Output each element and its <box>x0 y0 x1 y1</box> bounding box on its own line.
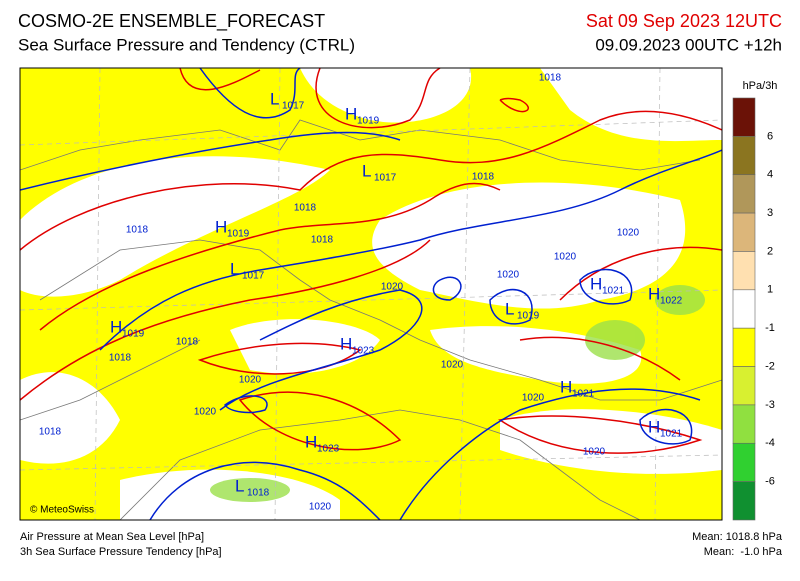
center-value: 1019 <box>517 311 540 322</box>
legend-label: 6 <box>767 130 773 142</box>
center-symbol: H <box>648 417 660 436</box>
center-value: 1023 <box>352 346 375 357</box>
legend-swatch <box>732 251 756 291</box>
subtitle: Sea Surface Pressure and Tendency (CTRL) <box>18 35 355 54</box>
legend-swatch <box>732 174 756 214</box>
map: © MeteoSwiss <box>20 68 722 520</box>
center-value: 1021 <box>660 429 683 440</box>
legend-swatch <box>732 481 756 521</box>
center-symbol: H <box>340 334 352 353</box>
footer-right: Mean: -1.0 hPa <box>704 546 783 558</box>
isobar-label: 1018 <box>294 203 317 214</box>
center-symbol: H <box>215 217 227 236</box>
isobar-label: 1020 <box>617 228 640 239</box>
map-frame <box>19 67 723 521</box>
center-symbol: H <box>110 317 122 336</box>
isobar-label: 1020 <box>441 360 464 371</box>
isobar-label: 1020 <box>497 270 520 281</box>
center-symbol: L <box>362 161 371 180</box>
center-value: 1022 <box>660 296 683 307</box>
legend-swatch <box>732 404 756 444</box>
legend-swatch <box>732 212 756 252</box>
center-value: 1021 <box>602 286 625 297</box>
isobar-label: 1018 <box>539 73 562 84</box>
center-value: 1017 <box>282 101 305 112</box>
legend-label: 1 <box>767 284 773 296</box>
center-symbol: H <box>648 284 660 303</box>
isobar-label: 1020 <box>554 252 577 263</box>
center-value: 1019 <box>122 329 145 340</box>
center-value: 1018 <box>247 488 270 499</box>
isobar-label: 1018 <box>176 337 199 348</box>
center-symbol: H <box>305 432 317 451</box>
center-value: 1017 <box>374 173 397 184</box>
legend-unit: hPa/3h <box>743 80 778 92</box>
isobar-label: 1020 <box>583 447 606 458</box>
legend-swatch <box>732 366 756 406</box>
legend-swatch <box>732 97 756 137</box>
center-symbol: H <box>345 104 357 123</box>
center-symbol: L <box>270 89 279 108</box>
legend-swatch <box>732 327 756 367</box>
legend-label: -1 <box>765 322 775 334</box>
center-symbol: L <box>505 299 514 318</box>
center-value: 1019 <box>357 116 380 127</box>
footer-left: Air Pressure at Mean Sea Level [hPa] <box>20 531 204 543</box>
center-symbol: H <box>560 377 572 396</box>
isobar-label: 1018 <box>109 353 132 364</box>
legend-label: -2 <box>765 360 775 372</box>
title: COSMO-2E ENSEMBLE_FORECAST <box>18 11 325 32</box>
isobar-label: 1020 <box>194 407 217 418</box>
center-value: 1021 <box>572 389 595 400</box>
center-symbol: L <box>230 259 239 278</box>
legend-label: 2 <box>767 245 773 257</box>
footer-left: 3h Sea Surface Pressure Tendency [hPa] <box>20 546 222 558</box>
center-symbol: L <box>235 476 244 495</box>
isobar-label: 1018 <box>472 172 495 183</box>
legend-label: -3 <box>765 399 775 411</box>
credit: © MeteoSwiss <box>30 505 94 516</box>
isobar-label: 1020 <box>381 282 404 293</box>
center-symbol: H <box>590 274 602 293</box>
isobar-label: 1020 <box>239 375 262 386</box>
legend-swatch <box>732 442 756 482</box>
isobar-label: 1020 <box>309 502 332 513</box>
center-value: 1019 <box>227 229 250 240</box>
legend-label: -6 <box>765 476 775 488</box>
isobar-label: 1018 <box>311 235 334 246</box>
center-value: 1017 <box>242 271 265 282</box>
center-value: 1023 <box>317 444 340 455</box>
legend-label: -4 <box>765 437 775 449</box>
run-time: 09.09.2023 00UTC +12h <box>595 35 782 54</box>
legend-swatch <box>732 136 756 176</box>
footer-right: Mean: 1018.8 hPa <box>692 531 783 543</box>
isobar-label: 1018 <box>39 427 62 438</box>
legend-label: 4 <box>767 169 773 181</box>
valid-time: Sat 09 Sep 2023 12UTC <box>586 11 782 31</box>
isobar-label: 1020 <box>522 393 545 404</box>
legend: 6 4 3 2 1 -1 -2 -3 -4 -6 <box>732 97 775 521</box>
legend-label: 3 <box>767 207 773 219</box>
isobar-label: 1018 <box>126 225 149 236</box>
legend-swatch <box>732 289 756 329</box>
